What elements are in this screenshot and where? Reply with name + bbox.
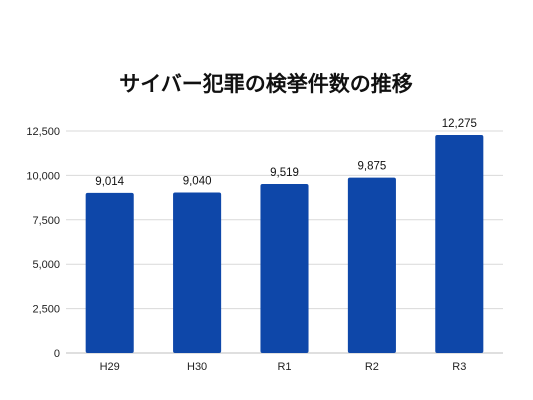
data-labels: 9,014 9,040 9,519 9,875 12,275 [95,118,477,188]
bar-r3 [435,134,484,353]
x-tick-label: H30 [187,361,207,373]
chart-title: サイバー犯罪の検挙件数の推移 [119,72,413,96]
x-tick-label: R1 [277,361,291,373]
x-tick-label: H29 [100,361,120,373]
x-tick-label: R2 [365,361,379,373]
data-label: 9,875 [358,161,387,173]
data-label: 9,014 [95,176,124,188]
y-tick-label: 5,000 [32,259,60,271]
y-tick-label: 2,500 [32,304,60,316]
y-tick-label: 12,500 [26,126,60,138]
bar-r1 [260,183,309,353]
y-tick-label: 7,500 [32,215,60,227]
bar-h30 [173,192,222,353]
x-axis-ticks: H29 H30 R1 R2 R3 [100,361,467,373]
bar-r2 [347,177,396,353]
bars [85,134,484,353]
y-axis-ticks: 0 2,500 5,000 7,500 10,000 12,500 [26,126,60,360]
bar-h29 [85,192,134,353]
data-label: 9,040 [183,175,212,187]
data-label: 9,519 [270,167,299,179]
data-label: 12,275 [442,118,477,130]
y-tick-label: 0 [54,348,60,360]
y-tick-label: 10,000 [26,170,60,182]
x-tick-label: R3 [452,361,466,373]
